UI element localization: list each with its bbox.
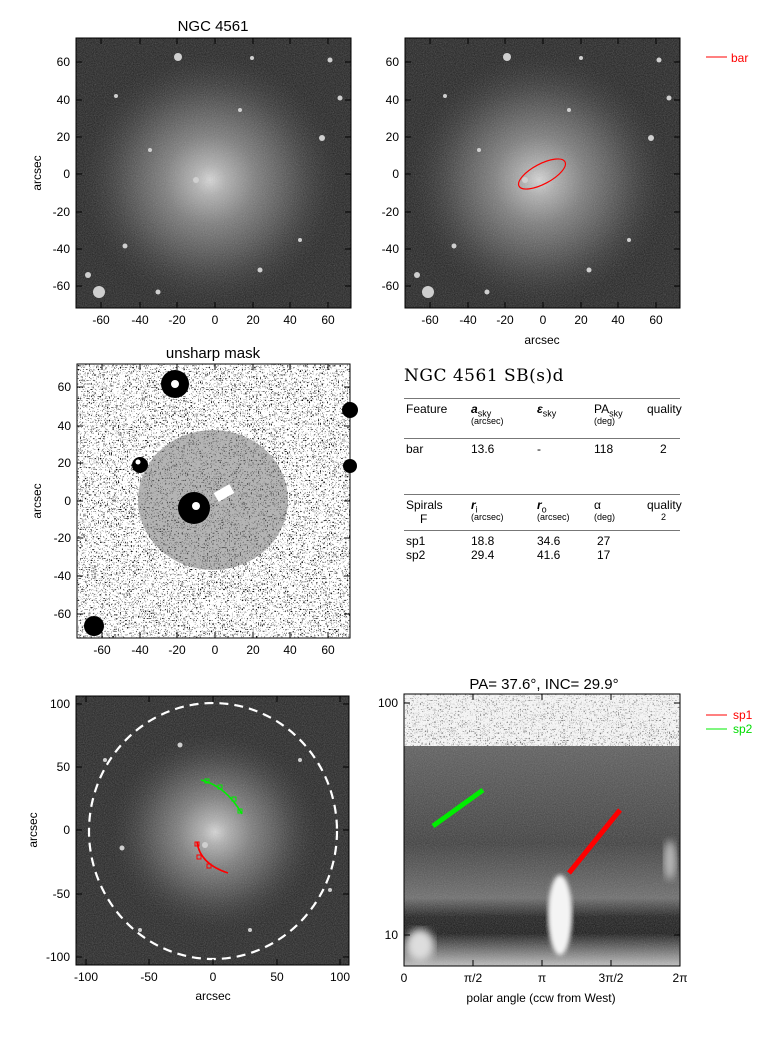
x-tick-label: 3π/2 [599,971,624,985]
bar-ellipse [517,158,567,190]
x-tick-label: 100 [330,970,350,984]
x-axis-label: arcsec [524,333,559,347]
x-tick-label: -100 [74,970,98,984]
y-tick-label: -20 [54,531,72,545]
field-stars [85,53,343,298]
y-tick-label: 60 [386,55,400,69]
y-tick-label: 50 [57,760,71,774]
y-tick-label: 0 [63,167,70,181]
x-tick-label: π [538,971,546,985]
table-row: bar 13.6 - 118 2 [406,442,667,456]
table-heading: NGC 4561 SB(s)d [404,366,565,386]
x-tick-label: 20 [246,313,260,327]
y-tick-label: -40 [53,242,71,256]
y-tick-label: 100 [378,696,398,710]
x-axis-label: arcsec [195,989,230,1003]
axis-ticks: 0 π/2 π 3π/2 2π 100 10 [378,694,688,985]
x-tick-label: -20 [168,643,186,657]
y-tick-label: 40 [58,419,72,433]
x-tick-label: 20 [246,643,260,657]
x-tick-label: 2π [673,971,688,985]
y-axis-label: arcsec [26,812,40,847]
plot-frame [75,37,352,309]
galaxy-image-panel: -60 -40 -20 0 20 40 60 60 40 20 0 -20 -40 -60 NGC 456… [30,18,352,327]
axis-ticks: -60 -40 -20 0 20 40 60 60 40 20 0 -20 -40 -60 [53,38,351,327]
y-tick-label: 20 [386,130,400,144]
y-tick-label: 60 [57,55,71,69]
polar-panel: 0 π/2 π 3π/2 2π 100 10 PA= 37.6°, INC= 29.9° p… [378,676,753,1005]
field-stars [414,53,672,298]
x-tick-label: 0 [212,313,219,327]
y-tick-label: 20 [58,456,72,470]
x-tick-label: -60 [93,643,111,657]
y-tick-label: 100 [50,697,70,711]
panel-title: NGC 4561 [178,18,249,35]
x-tick-label: 60 [649,313,663,327]
y-tick-label: -60 [54,607,72,621]
legend-sp2-label: sp2 [733,722,753,736]
x-tick-label: -20 [496,313,514,327]
x-tick-label: -40 [131,643,149,657]
y-tick-label: -40 [382,242,400,256]
y-tick-label: 0 [63,823,70,837]
y-axis-label: arcsec [30,483,44,518]
x-tick-label: 60 [321,643,335,657]
x-tick-label: 0 [210,970,217,984]
spiral-fit-sp1 [567,808,622,875]
x-tick-label: 20 [574,313,588,327]
y-tick-label: -60 [53,279,71,293]
x-tick-label: -40 [131,313,149,327]
x-tick-label: 0 [401,971,408,985]
y-tick-label: -60 [382,279,400,293]
y-tick-label: -40 [54,569,72,583]
divider [404,438,680,439]
panel-title: unsharp mask [166,345,261,362]
x-tick-label: 60 [321,313,335,327]
divider [404,530,680,531]
x-tick-label: 0 [540,313,547,327]
y-tick-label: -50 [53,887,71,901]
y-tick-label: 40 [386,93,400,107]
spiral-header: Spirals ri ro α quality [406,498,682,515]
y-tick-label: 40 [57,93,71,107]
x-tick-label: 40 [283,643,297,657]
unsharp-mask-panel: -60 -40 -20 0 20 40 60 60 40 20 0 -20 -40 -60 unsharp… [30,345,358,657]
feature-header: Feature asky εsky PAsky quality [406,402,682,419]
y-tick-label: 60 [58,380,72,394]
y-tick-label: 10 [385,928,399,942]
x-tick-label: π/2 [464,971,483,985]
measurement-table: NGC 4561 SB(s)d Feature asky εsky PAsky … [404,366,682,562]
y-tick-label: -100 [46,950,70,964]
axis-ticks: -60 -40 -20 0 20 40 60 60 40 20 0 -20 -40 -60 [54,364,350,657]
table-row: sp1 18.8 34.6 27 [406,534,611,548]
x-tick-label: 40 [611,313,625,327]
x-tick-label: -40 [459,313,477,327]
spiral-fit-sp2 [431,787,485,829]
divider [404,398,680,399]
legend-bar-label: bar [731,51,748,65]
x-axis-label: polar angle (ccw from West) [466,991,615,1005]
x-tick-label: -20 [168,313,186,327]
y-tick-label: 0 [64,494,71,508]
x-tick-label: -60 [421,313,439,327]
legend-sp1-label: sp1 [733,708,753,722]
x-tick-label: -60 [92,313,110,327]
x-tick-label: -50 [140,970,158,984]
panel-title: PA= 37.6°, INC= 29.9° [469,676,618,693]
divider [404,494,680,495]
x-tick-label: 0 [212,643,219,657]
table-row: sp2 29.4 41.6 17 [406,548,611,562]
axis-ticks: -100 -50 0 50 100 100 50 0 -50 -100 [46,696,350,984]
x-tick-label: 50 [270,970,284,984]
axis-ticks: -60 -40 -20 0 20 40 60 60 40 20 0 -20 -40 -60 [382,38,680,327]
y-tick-label: -20 [53,205,71,219]
y-tick-label: 20 [57,130,71,144]
x-tick-label: 40 [283,313,297,327]
masked-stars [84,370,358,636]
y-tick-label: -20 [382,205,400,219]
y-axis-label: arcsec [30,155,44,190]
deprojected-image-panel: -100 -50 0 50 100 100 50 0 -50 -100 arcsec arcsec [26,695,350,1003]
y-tick-label: 0 [392,167,399,181]
